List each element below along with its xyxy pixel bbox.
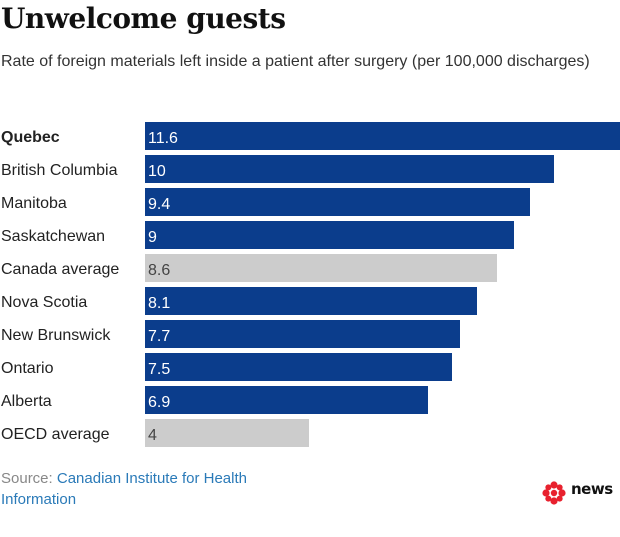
category-label: Quebec xyxy=(1,129,60,146)
value-label: 8.1 xyxy=(148,295,170,312)
category-label: Manitoba xyxy=(1,195,67,212)
source-note: Source: Canadian Institute for Health In… xyxy=(1,468,321,510)
category-label: Alberta xyxy=(1,393,52,410)
value-label: 8.6 xyxy=(148,262,170,279)
bar xyxy=(145,386,428,414)
cbc-gem-icon xyxy=(542,481,566,505)
value-label: 7.5 xyxy=(148,361,170,378)
chart-title: Unwelcome guests xyxy=(1,2,286,35)
bar xyxy=(145,287,477,315)
value-label: 9.4 xyxy=(148,196,170,213)
category-label: OECD average xyxy=(1,426,110,443)
bar xyxy=(145,353,452,381)
category-label: Ontario xyxy=(1,360,54,377)
bar xyxy=(145,221,514,249)
cbc-news-logo: news xyxy=(541,480,619,506)
bar xyxy=(145,155,554,183)
category-label: British Columbia xyxy=(1,162,118,179)
source-link[interactable]: Canadian Institute for Health Informatio… xyxy=(1,470,247,508)
value-label: 4 xyxy=(148,427,157,444)
value-label: 9 xyxy=(148,229,157,246)
category-label: Nova Scotia xyxy=(1,294,87,311)
category-label: Saskatchewan xyxy=(1,228,105,245)
category-label: New Brunswick xyxy=(1,327,111,344)
bar-chart: Quebec 11.6 British Columbia 10 Manitoba 9.4 S… xyxy=(1,122,620,447)
category-label: Canada average xyxy=(1,261,119,278)
value-label: 11.6 xyxy=(148,130,178,147)
bar xyxy=(145,419,309,447)
bar xyxy=(145,188,530,216)
source-label: Source: xyxy=(1,470,53,487)
bar xyxy=(145,122,620,150)
logo-wordmark: news xyxy=(571,480,613,498)
value-label: 6.9 xyxy=(148,394,170,411)
bar xyxy=(145,254,497,282)
chart-subtitle: Rate of foreign materials left inside a … xyxy=(1,53,590,70)
value-label: 10 xyxy=(148,163,166,180)
value-label: 7.7 xyxy=(148,328,170,345)
bar xyxy=(145,320,460,348)
